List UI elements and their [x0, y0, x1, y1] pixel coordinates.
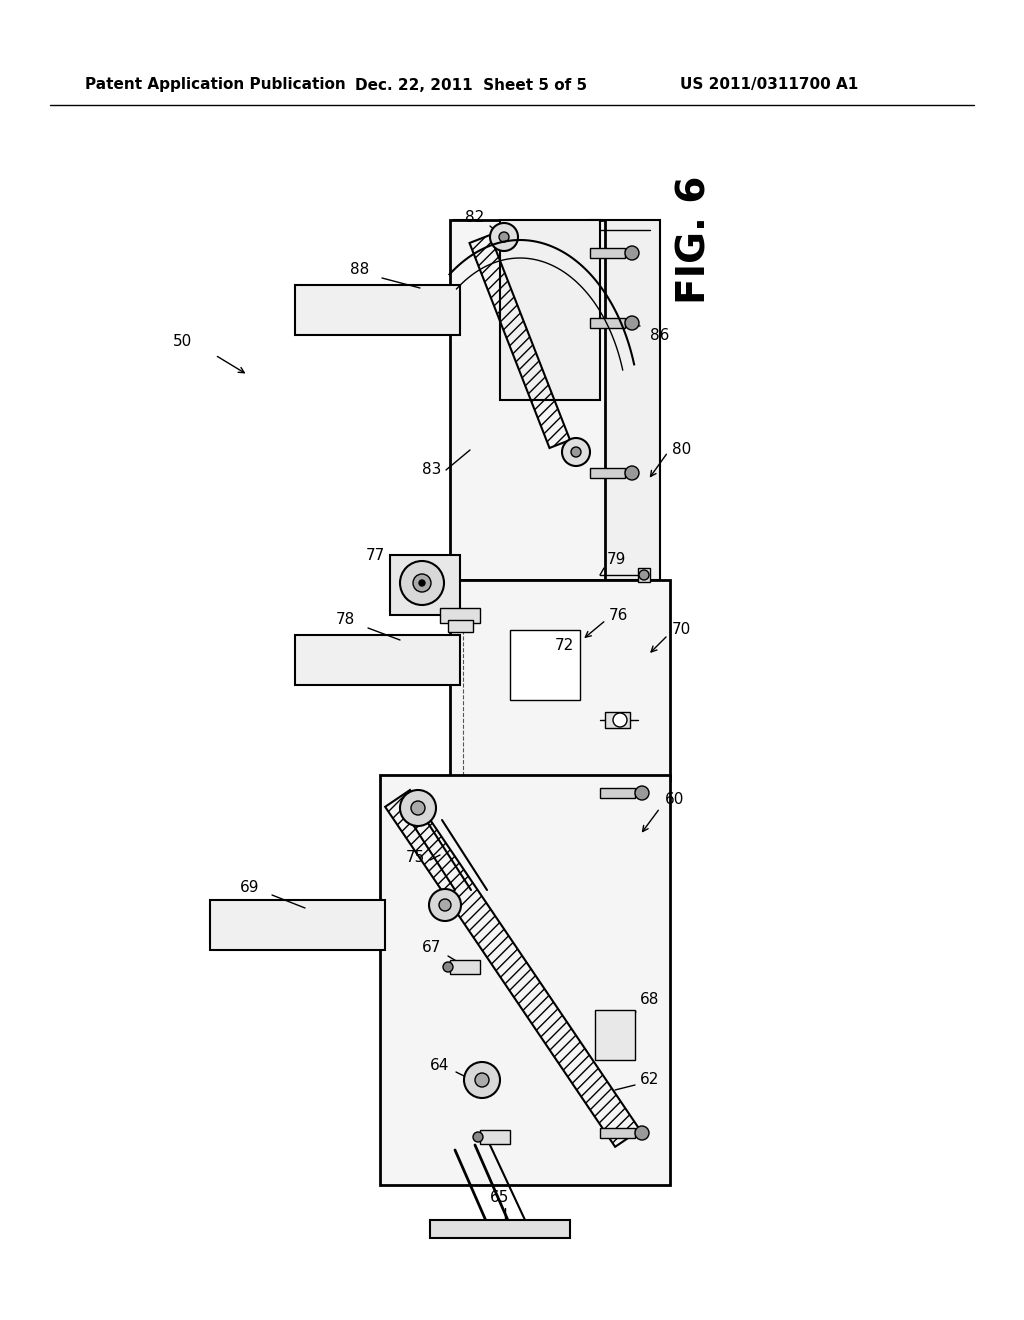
Text: 67: 67 — [422, 940, 441, 956]
Text: 60: 60 — [665, 792, 684, 808]
Bar — [510, 630, 580, 700]
Text: 83: 83 — [422, 462, 441, 478]
Text: 76: 76 — [609, 607, 629, 623]
Bar — [449, 620, 473, 632]
Circle shape — [571, 447, 581, 457]
Text: 68: 68 — [640, 993, 659, 1007]
Circle shape — [443, 962, 453, 972]
Bar — [450, 960, 480, 974]
Circle shape — [411, 801, 425, 814]
Polygon shape — [590, 220, 660, 579]
Text: FIG. 6: FIG. 6 — [676, 176, 714, 304]
Circle shape — [639, 570, 649, 579]
Text: 50: 50 — [172, 334, 191, 350]
Circle shape — [419, 579, 425, 586]
Bar — [600, 1129, 635, 1138]
Bar — [590, 469, 625, 478]
Bar — [595, 1010, 635, 1060]
Circle shape — [499, 232, 509, 242]
Bar — [450, 220, 605, 579]
Text: 75: 75 — [406, 850, 425, 866]
Circle shape — [635, 1126, 649, 1140]
Circle shape — [413, 574, 431, 591]
Bar — [638, 568, 650, 582]
Text: 69: 69 — [241, 880, 260, 895]
Circle shape — [490, 223, 518, 251]
Text: 88: 88 — [350, 263, 370, 277]
Bar — [600, 788, 635, 799]
Text: US 2011/0311700 A1: US 2011/0311700 A1 — [680, 78, 858, 92]
Circle shape — [473, 1133, 483, 1142]
Bar — [380, 775, 670, 1185]
Text: Dec. 22, 2011  Sheet 5 of 5: Dec. 22, 2011 Sheet 5 of 5 — [355, 78, 587, 92]
Bar — [590, 248, 625, 257]
Circle shape — [475, 1073, 489, 1086]
Text: 77: 77 — [366, 548, 385, 562]
Circle shape — [625, 466, 639, 480]
Circle shape — [625, 315, 639, 330]
Circle shape — [613, 713, 627, 727]
Circle shape — [625, 246, 639, 260]
Circle shape — [635, 785, 649, 800]
Bar — [295, 635, 460, 685]
Text: 62: 62 — [640, 1072, 659, 1088]
Text: 80: 80 — [672, 442, 691, 458]
Bar — [430, 1220, 570, 1238]
Text: 79: 79 — [607, 553, 627, 568]
Circle shape — [429, 888, 461, 921]
Text: 78: 78 — [336, 612, 354, 627]
Bar — [454, 220, 476, 1080]
Text: 64: 64 — [430, 1057, 450, 1072]
Text: 86: 86 — [650, 327, 670, 342]
Bar — [440, 609, 480, 623]
Bar — [590, 318, 625, 327]
Bar — [295, 285, 460, 335]
Text: Patent Application Publication: Patent Application Publication — [85, 78, 346, 92]
Circle shape — [400, 789, 436, 826]
Bar — [210, 900, 385, 950]
Text: 65: 65 — [490, 1191, 510, 1205]
Text: 72: 72 — [555, 638, 574, 652]
Text: 82: 82 — [465, 210, 484, 226]
Bar — [390, 554, 460, 615]
Text: 70: 70 — [672, 623, 691, 638]
Circle shape — [464, 1063, 500, 1098]
Bar — [500, 220, 600, 400]
Bar — [480, 1130, 510, 1144]
Bar — [605, 711, 630, 729]
Bar — [450, 579, 670, 780]
Circle shape — [562, 438, 590, 466]
Circle shape — [400, 561, 444, 605]
Circle shape — [439, 899, 451, 911]
